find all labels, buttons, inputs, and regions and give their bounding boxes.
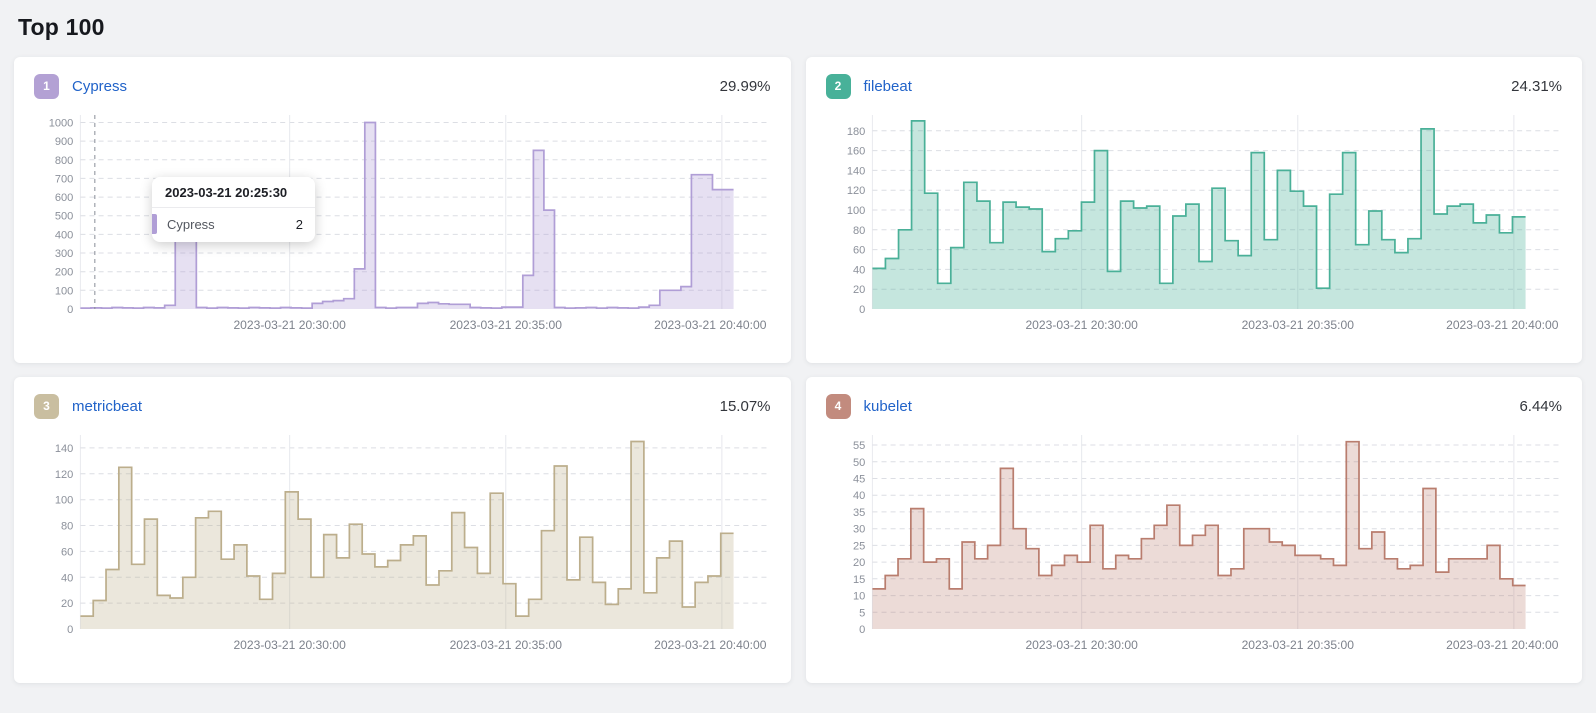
card-header: 4 kubelet 6.44% [825,391,1562,421]
svg-text:500: 500 [55,211,73,223]
tooltip-series-marker [152,214,157,234]
svg-text:2023-03-21 20:40:00: 2023-03-21 20:40:00 [1446,638,1559,652]
rank-badge-4: 4 [825,393,851,419]
svg-text:140: 140 [846,165,864,177]
card-header: 2 filebeat 24.31% [825,71,1562,101]
card-header: 3 metricbeat 15.07% [34,391,771,421]
chart-cypress[interactable]: 0 100 200 300 400 500 600 700 800 900 1000 2023-03-… [34,103,771,339]
svg-text:200: 200 [55,267,73,279]
tooltip-series-value: 2 [295,216,303,232]
rank-badge-2: 2 [825,73,851,99]
svg-text:80: 80 [61,521,73,533]
chart-tooltip: 2023-03-21 20:25:30 Cypress 2 [152,177,315,242]
card-header: 1 Cypress 29.99% [34,71,771,101]
rank-badge-1: 1 [34,73,59,99]
svg-text:100: 100 [846,205,864,217]
svg-text:2023-03-21 20:30:00: 2023-03-21 20:30:00 [233,638,346,652]
chart-kubelet[interactable]: 0 5 10 15 20 25 30 35 40 45 50 55 2023-03-21 20:30:0… [826,423,1563,659]
tooltip-row: Cypress 2 [152,208,315,242]
svg-text:60: 60 [853,245,865,257]
chart-card-metricbeat: 3 metricbeat 15.07% 0 20 40 60 80 100 120 140 20… [14,377,791,683]
series-link-kubelet[interactable]: kubelet [863,397,912,415]
chart-metricbeat[interactable]: 0 20 40 60 80 100 120 140 2023-03-21 20:30:00 202… [34,423,771,659]
series-link-metricbeat[interactable]: metricbeat [72,397,143,415]
svg-text:2023-03-21 20:30:00: 2023-03-21 20:30:00 [1025,318,1138,332]
svg-text:45: 45 [853,474,865,486]
svg-text:40: 40 [853,264,865,276]
svg-text:80: 80 [853,225,865,237]
percent-value-cypress: 29.99% [719,77,771,95]
svg-text:55: 55 [853,440,865,452]
svg-text:700: 700 [55,173,73,185]
svg-text:1000: 1000 [49,118,74,130]
chart-card-kubelet: 4 kubelet 6.44% 0 5 10 15 20 25 30 35 40 45 50 55 20… [805,377,1582,683]
chart-canvas-metricbeat[interactable]: 0 20 40 60 80 100 120 140 2023-03-21 20:30:00 202… [34,423,771,659]
svg-text:25: 25 [853,540,865,552]
svg-text:180: 180 [846,126,864,138]
svg-text:15: 15 [853,574,865,586]
page-title: Top 100 [18,14,105,40]
tooltip-series-name: Cypress [167,216,215,232]
svg-text:20: 20 [61,598,73,610]
svg-text:800: 800 [55,155,73,167]
svg-text:2023-03-21 20:35:00: 2023-03-21 20:35:00 [1241,638,1354,652]
svg-text:100: 100 [55,285,73,297]
chart-canvas-filebeat[interactable]: 0 20 40 60 80 100 120 140 160 180 2023-03-21 20:30… [826,103,1563,339]
svg-text:60: 60 [61,546,73,558]
svg-text:0: 0 [859,624,865,636]
rank-badge-3: 3 [34,393,59,419]
series-link-cypress[interactable]: Cypress [72,77,128,95]
svg-text:140: 140 [55,443,73,455]
cards-grid: 1 Cypress 29.99% 0 100 200 300 400 500 600 700 8… [14,57,1582,683]
svg-text:300: 300 [55,248,73,260]
svg-text:120: 120 [55,469,73,481]
page: Top 100 1 Cypress 29.99% 0 100 200 300 400 50… [14,14,1582,683]
chart-canvas-kubelet[interactable]: 0 5 10 15 20 25 30 35 40 45 50 55 2023-03-21 20:30:0… [826,423,1563,659]
series-link-filebeat[interactable]: filebeat [863,77,912,95]
percent-value-metricbeat: 15.07% [719,397,771,415]
svg-text:2023-03-21 20:35:00: 2023-03-21 20:35:00 [1241,318,1354,332]
svg-text:600: 600 [55,192,73,204]
svg-text:10: 10 [853,591,865,603]
chart-canvas-cypress[interactable]: 0 100 200 300 400 500 600 700 800 900 1000 2023-03-… [34,103,771,339]
svg-text:2023-03-21 20:35:00: 2023-03-21 20:35:00 [450,318,563,332]
svg-text:20: 20 [853,284,865,296]
svg-text:50: 50 [853,457,865,469]
svg-text:2023-03-21 20:40:00: 2023-03-21 20:40:00 [654,318,767,332]
svg-text:30: 30 [853,524,865,536]
svg-text:400: 400 [55,229,73,241]
svg-text:5: 5 [859,607,865,619]
svg-text:0: 0 [859,304,865,316]
svg-text:2023-03-21 20:30:00: 2023-03-21 20:30:00 [1025,638,1138,652]
svg-text:40: 40 [853,490,865,502]
svg-text:900: 900 [55,136,73,148]
percent-value-filebeat: 24.31% [1511,77,1562,95]
svg-text:2023-03-21 20:35:00: 2023-03-21 20:35:00 [450,638,563,652]
chart-filebeat[interactable]: 0 20 40 60 80 100 120 140 160 180 2023-03-21 20:30… [826,103,1563,339]
svg-text:0: 0 [67,624,73,636]
chart-card-cypress: 1 Cypress 29.99% 0 100 200 300 400 500 600 700 8… [14,57,791,363]
svg-text:40: 40 [61,572,73,584]
percent-value-kubelet: 6.44% [1519,397,1562,415]
chart-card-filebeat: 2 filebeat 24.31% 0 20 40 60 80 100 120 140 160 1… [805,57,1582,363]
svg-text:100: 100 [55,495,73,507]
svg-text:35: 35 [853,507,865,519]
tooltip-timestamp: 2023-03-21 20:25:30 [152,177,315,208]
svg-text:160: 160 [846,146,864,158]
svg-text:120: 120 [846,185,864,197]
svg-text:2023-03-21 20:40:00: 2023-03-21 20:40:00 [1446,318,1559,332]
svg-text:20: 20 [853,557,865,569]
svg-text:0: 0 [67,304,73,316]
svg-text:2023-03-21 20:30:00: 2023-03-21 20:30:00 [233,318,346,332]
svg-text:2023-03-21 20:40:00: 2023-03-21 20:40:00 [654,638,767,652]
